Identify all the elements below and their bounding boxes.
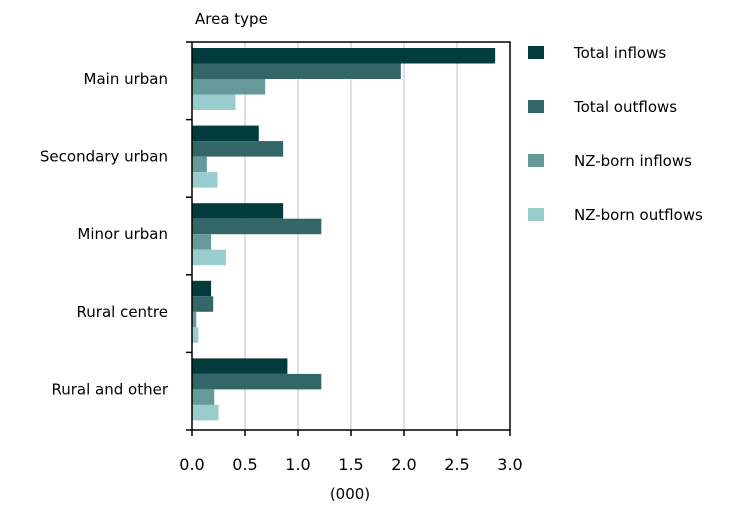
bar xyxy=(192,358,288,374)
x-tick-label: 0.0 xyxy=(179,455,204,474)
legend-swatch xyxy=(528,154,544,167)
bar xyxy=(192,156,207,173)
bar xyxy=(192,48,496,64)
category-label: Main urban xyxy=(84,70,168,88)
x-tick-label: 2.5 xyxy=(444,455,469,474)
bar xyxy=(192,218,322,235)
bar xyxy=(192,404,219,421)
legend-label: NZ-born outflows xyxy=(574,206,703,224)
bar xyxy=(192,94,236,110)
bar xyxy=(192,280,212,297)
legend-swatch xyxy=(528,46,544,59)
x-axis-label: (000) xyxy=(330,485,370,503)
legend-swatch xyxy=(528,208,544,221)
bar xyxy=(192,141,284,157)
x-tick-label: 0.5 xyxy=(232,455,257,474)
legend-label: Total outflows xyxy=(573,98,677,116)
bar xyxy=(192,234,212,250)
legend: Total inflows Total outflows NZ-born inflo… xyxy=(528,44,703,224)
x-tick-label: 2.0 xyxy=(391,455,416,474)
legend-label: NZ-born inflows xyxy=(574,152,692,170)
bar xyxy=(192,125,259,142)
category-label: Secondary urban xyxy=(40,148,168,166)
bar xyxy=(192,203,284,219)
x-tick-label: 1.5 xyxy=(338,455,363,474)
category-labels: Main urban Secondary urban Minor urban Rura… xyxy=(40,70,169,398)
category-label: Rural and other xyxy=(52,380,169,398)
bar xyxy=(192,172,218,188)
bar xyxy=(192,249,226,266)
bar xyxy=(192,327,199,343)
axes xyxy=(186,41,511,436)
bar xyxy=(192,389,215,405)
legend-swatch xyxy=(528,100,544,113)
bar xyxy=(192,79,266,95)
category-label: Minor urban xyxy=(77,225,168,243)
category-label: Rural centre xyxy=(77,303,168,321)
legend-label: Total inflows xyxy=(573,44,666,62)
bars xyxy=(192,48,496,421)
x-tick-label: 1.0 xyxy=(285,455,310,474)
bar xyxy=(192,63,401,79)
x-tick-labels: 0.0 0.5 1.0 1.5 2.0 2.5 3.0 xyxy=(179,455,522,474)
bar xyxy=(192,373,322,390)
chart-title: Area type xyxy=(195,10,268,28)
bar xyxy=(192,311,197,328)
bar xyxy=(192,296,214,312)
x-tick-label: 3.0 xyxy=(497,455,522,474)
